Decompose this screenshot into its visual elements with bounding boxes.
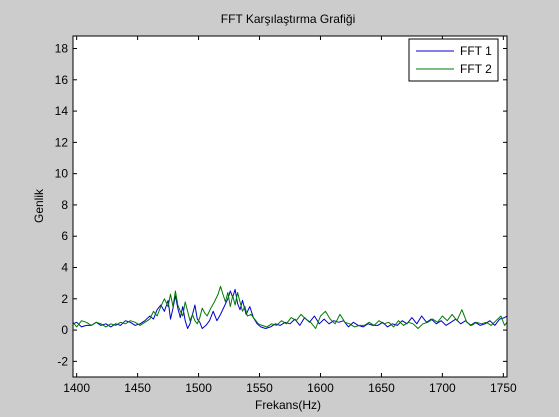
x-tick-label: 1700 xyxy=(429,381,456,395)
y-tick-label: 0 xyxy=(61,323,68,337)
y-tick-label: 8 xyxy=(61,198,68,212)
y-axis-label: Genlik xyxy=(32,188,46,223)
plot-frame xyxy=(72,35,508,378)
axes-layer: 1400 1450 1500 1550 1600 1650 1700 1750 -2 0 2 4 6 8 1… xyxy=(55,36,517,395)
y-tick-label: 18 xyxy=(55,42,69,56)
y-tick-label: 4 xyxy=(61,261,68,275)
legend-label-fft2: FFT 2 xyxy=(460,62,492,76)
y-tick-label: 16 xyxy=(55,73,69,87)
y-tick-label: 12 xyxy=(55,135,69,149)
y-tick-label: 14 xyxy=(55,104,69,118)
y-tick-label: -2 xyxy=(57,354,68,368)
x-tick-label: 1450 xyxy=(124,381,151,395)
x-tick-label: 1750 xyxy=(490,381,517,395)
y-tick-label: 2 xyxy=(61,292,68,306)
series-layer xyxy=(73,285,507,329)
x-tick-label: 1550 xyxy=(246,381,273,395)
series-line-fft-1 xyxy=(73,288,507,329)
x-tick-label: 1500 xyxy=(185,381,212,395)
plot-area xyxy=(73,36,507,377)
x-tick-label: 1400 xyxy=(63,381,90,395)
y-tick-label: 6 xyxy=(61,229,68,243)
series-line-fft-2 xyxy=(73,285,507,329)
x-tick-label: 1600 xyxy=(307,381,334,395)
legend-box xyxy=(408,38,499,82)
x-tick-label: 1650 xyxy=(368,381,395,395)
y-tick-label: 10 xyxy=(55,167,69,181)
x-axis-label: Frekans(Hz) xyxy=(255,398,321,412)
legend-label-fft1: FFT 1 xyxy=(460,44,492,58)
legend[interactable]: FFT 1 FFT 2 xyxy=(408,38,499,82)
chart-title: FFT Karşılaştırma Grafiği xyxy=(221,12,355,26)
